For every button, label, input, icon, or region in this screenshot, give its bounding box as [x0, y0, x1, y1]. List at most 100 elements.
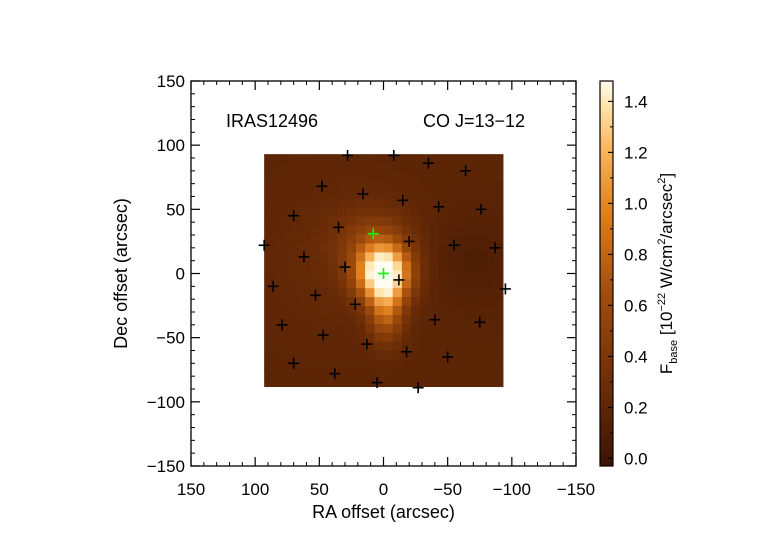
heatmap-cell — [355, 350, 366, 361]
heatmap-cell — [319, 288, 330, 298]
heatmap-cell — [273, 225, 284, 236]
beam-marker — [349, 298, 361, 310]
heatmap-cell — [484, 341, 495, 352]
heatmap-cell — [337, 225, 348, 236]
heatmap-cell — [300, 180, 311, 191]
heatmap-cell — [493, 216, 504, 227]
heatmap-cell — [438, 288, 449, 298]
heatmap-cell — [392, 368, 403, 379]
heatmap-cell — [365, 207, 375, 218]
heatmap-cell — [355, 314, 366, 325]
heatmap-cell — [493, 359, 504, 370]
heatmap-cell — [447, 377, 458, 388]
heatmap-cell — [420, 252, 430, 262]
heatmap-cell — [300, 350, 311, 361]
heatmap-cell — [300, 261, 311, 271]
heatmap-cell — [310, 350, 320, 361]
heatmap-cell — [438, 154, 449, 164]
heatmap-cell — [429, 189, 440, 200]
heatmap-cell — [291, 198, 302, 209]
y-tick-label: 100 — [157, 136, 185, 155]
heatmap-cell — [300, 189, 311, 200]
heatmap-cell — [337, 270, 348, 280]
heatmap-cell — [475, 180, 486, 191]
heatmap-cell — [392, 252, 403, 262]
heatmap-cell — [401, 279, 412, 289]
heatmap-cell — [273, 261, 284, 271]
heatmap-cell — [456, 198, 467, 209]
heatmap-cell — [300, 288, 311, 298]
heatmap-cell — [365, 243, 375, 254]
heatmap-cell — [282, 314, 293, 325]
heatmap-cell — [310, 234, 320, 245]
beam-marker — [433, 201, 445, 213]
x-axis-title: RA offset (arcsec) — [312, 502, 455, 522]
heatmap-cell — [319, 261, 330, 271]
heatmap-cell — [447, 359, 458, 370]
heatmap-cell — [475, 225, 486, 236]
heatmap-cell — [429, 216, 440, 227]
beam-positions — [258, 149, 511, 394]
heatmap-cell — [484, 279, 495, 289]
heatmap-cell — [355, 180, 366, 191]
heatmap-cell — [319, 332, 330, 343]
heatmap-cell — [374, 359, 385, 370]
heatmap-cell — [264, 314, 274, 325]
beam-marker — [393, 274, 405, 286]
heatmap-cell — [484, 252, 495, 262]
heatmap-cell — [273, 198, 284, 209]
heatmap-cell — [383, 350, 394, 361]
heatmap-cell — [466, 297, 476, 307]
heatmap-cell — [319, 243, 330, 254]
heatmap-cell — [447, 198, 458, 209]
heatmap-cell — [346, 368, 357, 379]
heatmap-cell — [264, 341, 274, 352]
beam-marker — [258, 239, 270, 251]
heatmap-cell — [282, 252, 293, 262]
heatmap-cell — [456, 207, 467, 218]
heatmap-cell — [291, 261, 302, 271]
heatmap-cell — [319, 163, 330, 173]
heatmap-cell — [374, 332, 385, 343]
heatmap-cell — [401, 243, 412, 254]
heatmap-cell — [282, 359, 293, 370]
heatmap-cell — [328, 350, 339, 361]
heatmap-cell — [429, 180, 440, 191]
heatmap-cell — [365, 297, 375, 307]
heatmap-cell — [319, 323, 330, 334]
heatmap-cell — [291, 234, 302, 245]
heatmap-cell — [447, 225, 458, 236]
beam-marker — [288, 357, 300, 369]
heatmap-cell — [383, 261, 394, 271]
y-tick-label: 150 — [157, 72, 185, 91]
heatmap-cell — [447, 172, 458, 182]
beam-marker — [429, 314, 441, 326]
heatmap-cell — [337, 163, 348, 173]
heatmap-cell — [319, 216, 330, 227]
heatmap-cell — [337, 172, 348, 182]
x-tick-label: −50 — [433, 480, 462, 499]
heatmap-cell — [264, 180, 274, 191]
heatmap-cell — [392, 189, 403, 200]
heatmap-cell — [456, 234, 467, 245]
heatmap-cell — [466, 279, 476, 289]
heatmap-cell — [365, 189, 375, 200]
heatmap-cell — [273, 306, 284, 316]
heatmap-cell — [411, 279, 421, 289]
heatmap-cell — [411, 359, 421, 370]
heatmap-cell — [466, 252, 476, 262]
heatmap-cell — [355, 332, 366, 343]
heatmap-cell — [337, 377, 348, 388]
heatmap-cell — [273, 207, 284, 218]
heatmap-cell — [447, 261, 458, 271]
heatmap-cell — [328, 270, 339, 280]
heatmap-cell — [291, 243, 302, 254]
colorbar-axis: 0.0 0.2 0.4 0.6 0.8 1.0 1.2 1.4 — [608, 92, 648, 468]
heatmap-cell — [420, 368, 430, 379]
heatmap-cell — [273, 288, 284, 298]
heatmap-cell — [411, 234, 421, 245]
heatmap-cell — [346, 323, 357, 334]
heatmap-cell — [300, 297, 311, 307]
heatmap-cell — [355, 306, 366, 316]
heatmap-cell — [346, 261, 357, 271]
